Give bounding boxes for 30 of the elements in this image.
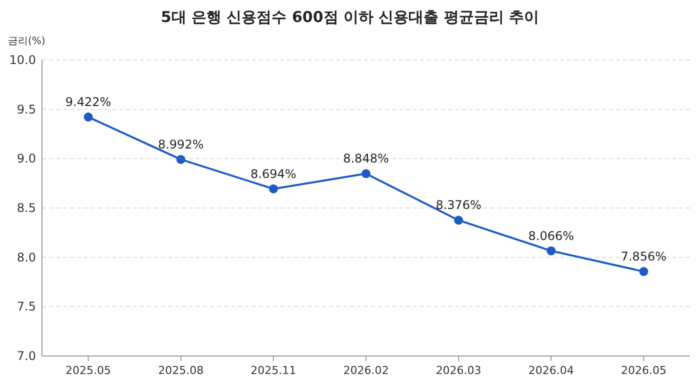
y-tick-label: 8.5 bbox=[16, 201, 36, 215]
point bbox=[362, 169, 370, 178]
y-tick-label: 7.0 bbox=[16, 349, 36, 363]
data-label: 9.422% bbox=[65, 95, 112, 110]
x-tick-label: 2025.11 bbox=[250, 364, 296, 377]
y-tick-label: 8.0 bbox=[16, 250, 36, 264]
point bbox=[454, 216, 464, 225]
chart-title: 5대 은행 신용점수 600점 이하 신용대출 평균금리 추이 bbox=[160, 8, 540, 26]
point bbox=[639, 267, 648, 276]
x-tick-label: 2025.05 bbox=[66, 364, 112, 377]
data-label: 8.694% bbox=[250, 166, 296, 181]
point bbox=[176, 154, 186, 164]
data-label: 8.992% bbox=[158, 137, 204, 152]
point bbox=[268, 184, 278, 194]
y-tick-label: 9.0 bbox=[16, 152, 36, 166]
data-label: 7.856% bbox=[620, 250, 667, 264]
x-tick-label: 2025.08 bbox=[158, 364, 204, 377]
y-tick-label: 7.5 bbox=[16, 300, 36, 314]
y-axis-title: 금리(%) bbox=[8, 36, 46, 47]
data-label: 8.376% bbox=[436, 198, 482, 212]
data-label: 8.066% bbox=[528, 228, 574, 243]
point bbox=[546, 246, 556, 256]
data-label: 8.848% bbox=[343, 152, 389, 166]
point bbox=[84, 112, 93, 122]
y-tick-label: 10.0 bbox=[9, 53, 36, 67]
y-tick-label: 9.5 bbox=[16, 102, 36, 116]
x-tick-label: 2026.04 bbox=[528, 364, 574, 377]
x-tick-label: 2026.03 bbox=[436, 364, 482, 377]
x-tick-label: 2026.05 bbox=[620, 364, 666, 377]
x-tick-label: 2026.02 bbox=[343, 364, 389, 377]
